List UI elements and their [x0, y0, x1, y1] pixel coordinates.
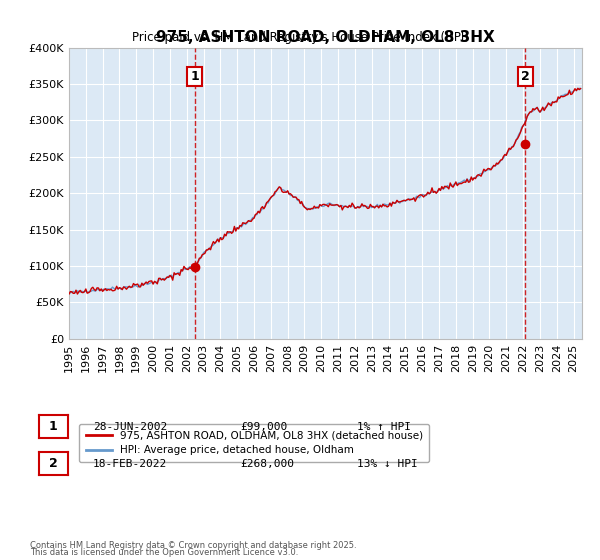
Text: 2: 2	[49, 457, 58, 470]
Text: 1: 1	[191, 70, 199, 83]
Text: This data is licensed under the Open Government Licence v3.0.: This data is licensed under the Open Gov…	[30, 548, 298, 557]
Text: 28-JUN-2002: 28-JUN-2002	[93, 422, 167, 432]
Text: £268,000: £268,000	[240, 459, 294, 469]
Text: 1: 1	[49, 420, 58, 433]
Text: Price paid vs. HM Land Registry's House Price Index (HPI): Price paid vs. HM Land Registry's House …	[131, 31, 469, 44]
Text: £99,000: £99,000	[240, 422, 287, 432]
Legend: 975, ASHTON ROAD, OLDHAM, OL8 3HX (detached house), HPI: Average price, detached: 975, ASHTON ROAD, OLDHAM, OL8 3HX (detac…	[79, 424, 430, 461]
Text: 18-FEB-2022: 18-FEB-2022	[93, 459, 167, 469]
Text: 2: 2	[521, 70, 530, 83]
Text: 1% ↑ HPI: 1% ↑ HPI	[357, 422, 411, 432]
Text: 13% ↓ HPI: 13% ↓ HPI	[357, 459, 418, 469]
Title: 975, ASHTON ROAD, OLDHAM, OL8 3HX: 975, ASHTON ROAD, OLDHAM, OL8 3HX	[156, 30, 495, 45]
Text: Contains HM Land Registry data © Crown copyright and database right 2025.: Contains HM Land Registry data © Crown c…	[30, 541, 356, 550]
